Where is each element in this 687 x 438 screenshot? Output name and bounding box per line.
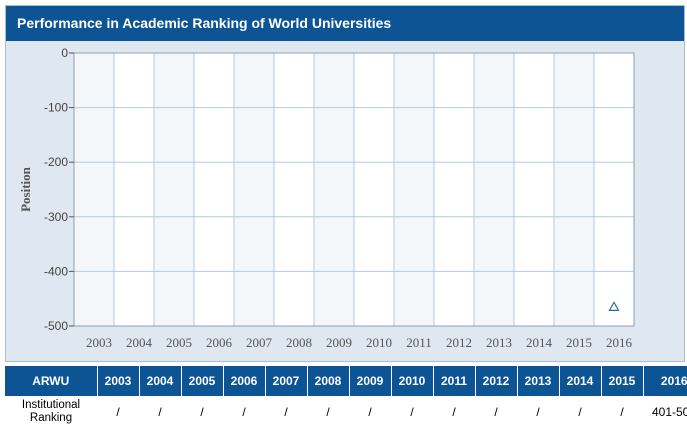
table-cell: / [494,405,498,419]
y-tick-label: -500 [44,319,68,333]
x-tick-label: 2015 [566,335,592,350]
table-cell: / [284,405,288,419]
table-header-year: 2016 [643,366,687,396]
table-header-year: 2006 [223,366,266,396]
table-header-year: 2012 [475,366,518,396]
x-tick-label: 2007 [246,335,273,350]
x-tick-label: 2003 [86,335,112,350]
plot-band [474,53,514,326]
x-tick-label: 2009 [326,335,352,350]
table-cell: / [242,405,246,419]
x-tick-label: 2013 [486,335,512,350]
panel-title: Performance in Academic Ranking of World… [6,6,684,41]
table-header-year: 2015 [601,366,644,396]
table-row: Institutional Ranking / / / / / / / / / / / / / 401-5… [5,396,687,428]
table-header-row: ARWU 2003 2004 2005 2006 2007 2008 2009 2010 201… [5,366,687,396]
x-tick-label: 2010 [366,335,392,350]
table-cell: / [620,405,624,419]
table-header-year: 2008 [307,366,350,396]
plot-band [314,53,354,326]
table-header-year: 2004 [139,366,182,396]
plot-band [554,53,594,326]
table-header-year: 2003 [97,366,140,396]
table-header-year: 2010 [391,366,434,396]
x-tick-label: 2014 [526,335,553,350]
chart-panel: Performance in Academic Ranking of World… [5,5,685,362]
table-cell: / [326,405,330,419]
plot-band [74,53,114,326]
table-header-year: 2007 [265,366,308,396]
x-tick-label: 2004 [126,335,153,350]
y-tick-label: -200 [44,155,68,169]
plot-band [354,53,394,326]
plot-band [594,53,634,326]
table-cell: / [116,405,120,419]
y-axis-title: Position [18,166,33,212]
plot-band [114,53,154,326]
plot-band [154,53,194,326]
ranking-chart: 0 -100 -200 -300 -400 -500 2003 2004 2005 2006 200… [18,46,635,350]
table-cell: / [200,405,204,419]
table-cell: / [536,405,540,419]
x-tick-label: 2008 [286,335,312,350]
table-header-label: ARWU [5,366,98,396]
y-tick-label: -300 [44,210,68,224]
table-header-year: 2013 [517,366,560,396]
data-point-marker [608,301,620,311]
table-cell: / [158,405,162,419]
plot-band [234,53,274,326]
y-tick-label: -100 [44,101,68,115]
plot-band [274,53,314,326]
table-cell: / [368,405,372,419]
x-tick-label: 2006 [206,335,233,350]
plot-band [514,53,554,326]
table-header-year: 2005 [181,366,224,396]
table-cell: 401-500 [651,405,687,419]
table-cell: / [410,405,414,419]
plot-band [394,53,434,326]
plot-band [434,53,474,326]
x-tick-label: 2016 [606,335,633,350]
table-cell: / [578,405,582,419]
ranking-table: ARWU 2003 2004 2005 2006 2007 2008 2009 2010 201… [5,366,687,428]
row-label: Institutional Ranking [21,399,81,424]
plot-border [73,52,635,327]
y-tick-label: 0 [61,46,68,60]
x-tick-label: 2012 [446,335,472,350]
table-header-year: 2009 [349,366,392,396]
x-tick-label: 2005 [166,335,192,350]
table-header-year: 2014 [559,366,602,396]
x-tick-label: 2011 [406,335,432,350]
plot-band [194,53,234,326]
table-cell: / [452,405,456,419]
y-tick-label: -400 [44,264,68,278]
table-header-year: 2011 [433,366,476,396]
